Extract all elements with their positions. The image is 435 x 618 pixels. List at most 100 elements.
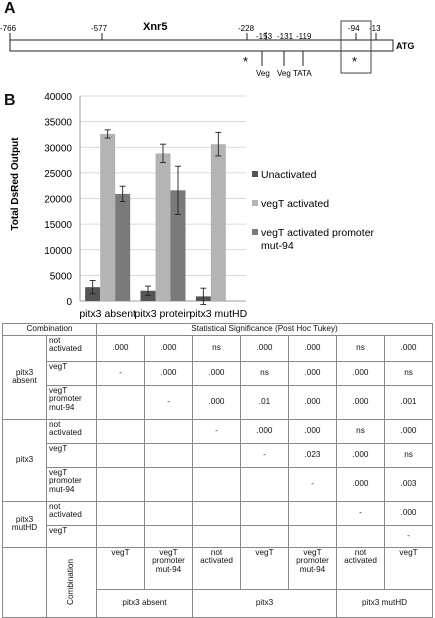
table-cell: .000: [383, 334, 434, 362]
legend-label: vegT activated: [261, 198, 329, 210]
combination-header: Combination: [2, 323, 97, 336]
table-cell: ns: [192, 334, 241, 362]
atg-label: ATG: [396, 41, 414, 51]
table-cell: .000: [288, 360, 337, 386]
column-label: vegT promoter mut-94: [144, 546, 193, 590]
bar: [170, 190, 186, 301]
significance-header: Statistical Significance (Post Hoc Tukey…: [95, 323, 434, 336]
mutation-star: *: [352, 54, 357, 69]
table-cell: .000: [144, 360, 193, 386]
table-cell: .000: [288, 334, 337, 362]
table-cell: [240, 466, 289, 502]
table-cell: [96, 500, 145, 526]
promoter-diagram: Xnr5 ATG -766 -577 -228 -153 -131 -119 -…: [0, 20, 414, 78]
table-cell: [192, 442, 241, 468]
legend-swatch: [252, 200, 258, 206]
bar: [210, 144, 226, 301]
table-cell: -: [144, 384, 193, 420]
position-label: -228: [238, 24, 255, 33]
table-cell: .000: [240, 334, 289, 362]
row-label: vegT: [46, 360, 97, 386]
position-label: -153: [256, 32, 273, 41]
bar: [140, 290, 156, 301]
position-ticks: [9, 32, 377, 66]
column-group-label: pitx3: [192, 588, 337, 618]
row-label: not activated: [46, 418, 97, 444]
y-tick-label: 15000: [44, 220, 72, 231]
table-cell: [96, 466, 145, 502]
table-cell: [192, 524, 241, 548]
x-tick-label: pitx3 mutHD: [189, 308, 247, 320]
table-cell: .000: [240, 418, 289, 444]
mutation-star: *: [243, 54, 248, 69]
promoter-bar: [9, 39, 394, 52]
table-cell: .000: [383, 418, 434, 444]
table-cell: -: [240, 442, 289, 468]
table-cell: ns: [240, 360, 289, 386]
row-label: not activated: [46, 334, 97, 362]
y-tick-label: 25000: [44, 169, 72, 180]
mut-94-box: [340, 20, 372, 74]
gene-name: Xnr5: [143, 21, 167, 33]
column-group-label: pitx3 absent: [96, 588, 193, 618]
x-tick-label: pitx3 absent: [79, 308, 136, 320]
legend-label: Unactivated: [261, 169, 317, 181]
legend-swatch: [252, 229, 258, 235]
table-cell: [240, 524, 289, 548]
legend-swatch: [252, 171, 258, 177]
bar: [155, 153, 171, 301]
table-cell: .000: [336, 384, 385, 420]
table-cell: -: [288, 466, 337, 502]
position-label: -94: [348, 24, 360, 33]
column-label: not activated: [192, 546, 241, 590]
table-cell: -: [192, 418, 241, 444]
table-cell: ns: [383, 442, 434, 468]
position-label: -119: [296, 32, 312, 41]
row-label: vegT promoter mut-94: [46, 466, 97, 502]
column-group-label: pitx3 mutHD: [335, 588, 434, 618]
table-cell: [96, 418, 145, 444]
bar: [115, 193, 131, 301]
table-cell: [144, 466, 193, 502]
row-group-label: pitx3: [2, 418, 47, 502]
row-label: vegT: [46, 442, 97, 468]
position-label: -766: [0, 24, 17, 33]
column-label: vegT promoter mut-94: [288, 546, 337, 590]
row-group-label: pitx3 mutHD: [2, 500, 47, 548]
bar-chart: Total DsRed Output 0 5000 10000 15000 20000 2…: [10, 92, 375, 320]
table-cell: [144, 524, 193, 548]
panel-b-letter: B: [4, 92, 16, 109]
table-cell: .000: [192, 360, 241, 386]
y-tick-label: 30000: [44, 143, 72, 154]
position-label: -131: [277, 32, 294, 41]
tukey-table: Combination Statistical Significance (Po…: [2, 323, 434, 618]
column-label: not activated: [336, 546, 385, 590]
table-cell: .001: [383, 384, 434, 420]
position-label: -577: [91, 24, 108, 33]
y-tick-label: 0: [66, 297, 72, 308]
table-cell: [144, 418, 193, 444]
table-cell: .023: [288, 442, 337, 468]
table-cell: [336, 524, 385, 548]
table-cell: .000: [288, 418, 337, 444]
table-cell: -: [336, 500, 385, 526]
table-cell: [288, 524, 337, 548]
table-cell: -: [383, 524, 434, 548]
y-tick-label: 5000: [50, 271, 73, 282]
table-cell: .000: [336, 360, 385, 386]
table-cell: [144, 500, 193, 526]
table-cell: .000: [336, 442, 385, 468]
table-cell: ns: [336, 418, 385, 444]
site-label-veg: Veg: [277, 69, 291, 78]
table-cell: .003: [383, 466, 434, 502]
table-cell: [240, 500, 289, 526]
legend-label: vegT activated promoter: [261, 227, 375, 239]
site-label-veg: Veg: [256, 69, 270, 78]
y-axis-label: Total DsRed Output: [10, 137, 21, 231]
table-cell: [96, 384, 145, 420]
table-cell: .000: [336, 466, 385, 502]
row-label: not activated: [46, 500, 97, 526]
combination-axis-label: Combination: [66, 559, 76, 606]
panel-a-letter: A: [4, 0, 16, 17]
y-tick-label: 10000: [44, 246, 72, 257]
